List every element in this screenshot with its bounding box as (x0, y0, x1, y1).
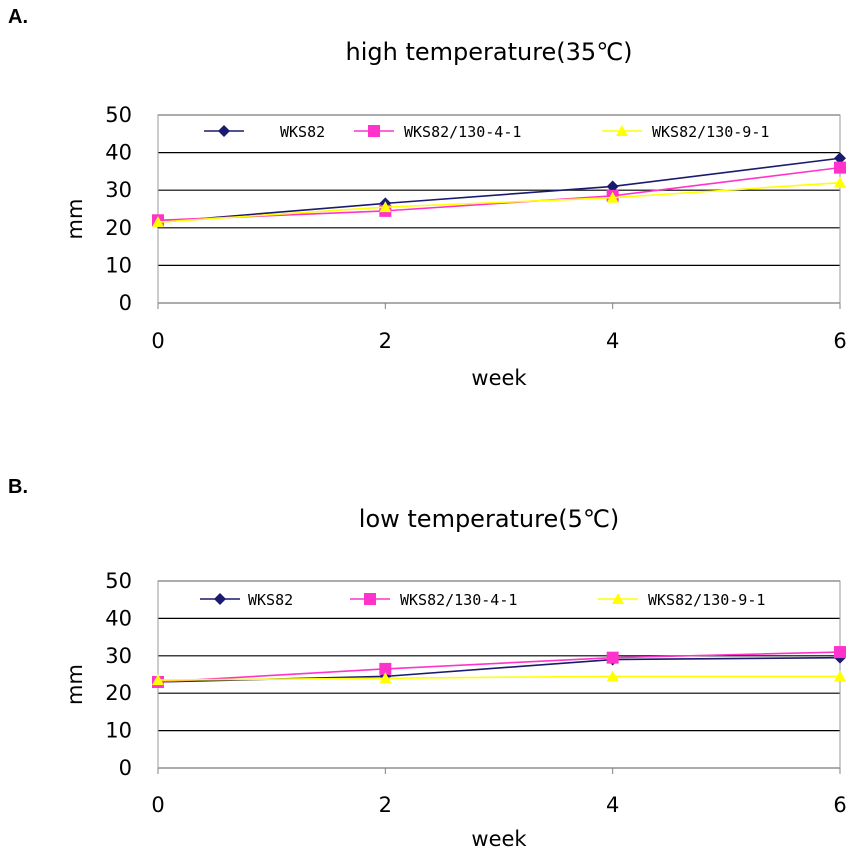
panel-label-b: B. (8, 476, 28, 498)
x-tick-label: 2 (379, 793, 392, 817)
x-tick-label: 2 (379, 329, 392, 353)
series-line (157, 157, 841, 223)
series-line (157, 656, 841, 683)
y-tick-label: 10 (105, 719, 132, 743)
series-2 (152, 176, 846, 228)
x-tick-label: 4 (606, 329, 619, 353)
series-line (157, 651, 841, 683)
data-point (834, 152, 846, 165)
x-tick-label: 4 (606, 793, 619, 817)
y-axis-label: mm (63, 664, 87, 705)
y-tick-label: 40 (105, 141, 132, 165)
data-point (606, 180, 619, 193)
data-point (379, 662, 392, 675)
legend-label: WKS82/130-9-1 (648, 591, 765, 609)
legend-background (176, 586, 828, 612)
series-line (157, 166, 841, 222)
data-point (152, 674, 164, 686)
chart-1: low temperature(5℃) 0 10 20 30 40 50 0 2 4 6 week mm… (63, 505, 847, 851)
y-axis-label: mm (63, 199, 87, 240)
y-tick-label: 30 (105, 178, 132, 202)
data-point (152, 216, 164, 228)
data-point (834, 161, 846, 174)
legend: WKS82 WKS82/130-4-1 WKS82/130-9-1 (176, 118, 828, 144)
legend-marker (612, 593, 624, 604)
y-tick-label: 10 (105, 253, 132, 277)
data-point (379, 201, 392, 213)
legend-marker (218, 125, 230, 137)
plot-area (157, 114, 841, 304)
series-0 (152, 651, 846, 688)
x-tick-label: 6 (833, 329, 846, 353)
data-point (834, 176, 846, 188)
legend-label: WKS82 (248, 591, 293, 609)
data-point (834, 670, 846, 682)
series-line (157, 181, 841, 223)
y-tick-label: 20 (105, 681, 132, 705)
legend-marker (214, 593, 226, 605)
series-2 (152, 670, 846, 686)
chart-0: high temperature(35℃) 0 10 20 30 40 50 0 2 4 6 week… (63, 38, 847, 390)
y-tick-label: 40 (105, 606, 132, 630)
chart-title: low temperature(5℃) (359, 505, 619, 533)
y-tick-label: 0 (119, 756, 132, 780)
legend-background (176, 118, 828, 144)
panel-label-a: A. (8, 6, 28, 28)
data-point (606, 651, 619, 664)
y-tick-label: 0 (119, 291, 132, 315)
x-tick-label: 6 (833, 793, 846, 817)
data-point (606, 191, 619, 203)
y-tick-label: 30 (105, 644, 132, 668)
legend-marker (368, 125, 380, 137)
series-1 (152, 646, 846, 688)
y-tick-label: 20 (105, 216, 132, 240)
chart-title: high temperature(35℃) (345, 38, 632, 66)
legend-marker (616, 125, 628, 136)
data-point (379, 672, 392, 684)
legend: WKS82 WKS82/130-4-1 WKS82/130-9-1 (176, 586, 828, 612)
x-axis-label: week (471, 827, 527, 851)
legend-marker (364, 593, 376, 605)
legend-label: WKS82/130-4-1 (400, 591, 517, 609)
legend-label: WKS82/130-4-1 (404, 123, 521, 141)
x-tick-label: 0 (151, 793, 164, 817)
legend-label: WKS82 (280, 123, 325, 141)
data-point (606, 670, 619, 682)
series-1 (152, 161, 846, 227)
y-tick-label: 50 (105, 103, 132, 127)
legend-label: WKS82/130-9-1 (652, 123, 769, 141)
y-tick-label: 50 (105, 569, 132, 593)
x-axis-label: week (471, 366, 527, 390)
series-line (157, 675, 840, 681)
data-point (834, 646, 846, 659)
x-tick-label: 0 (151, 329, 164, 353)
